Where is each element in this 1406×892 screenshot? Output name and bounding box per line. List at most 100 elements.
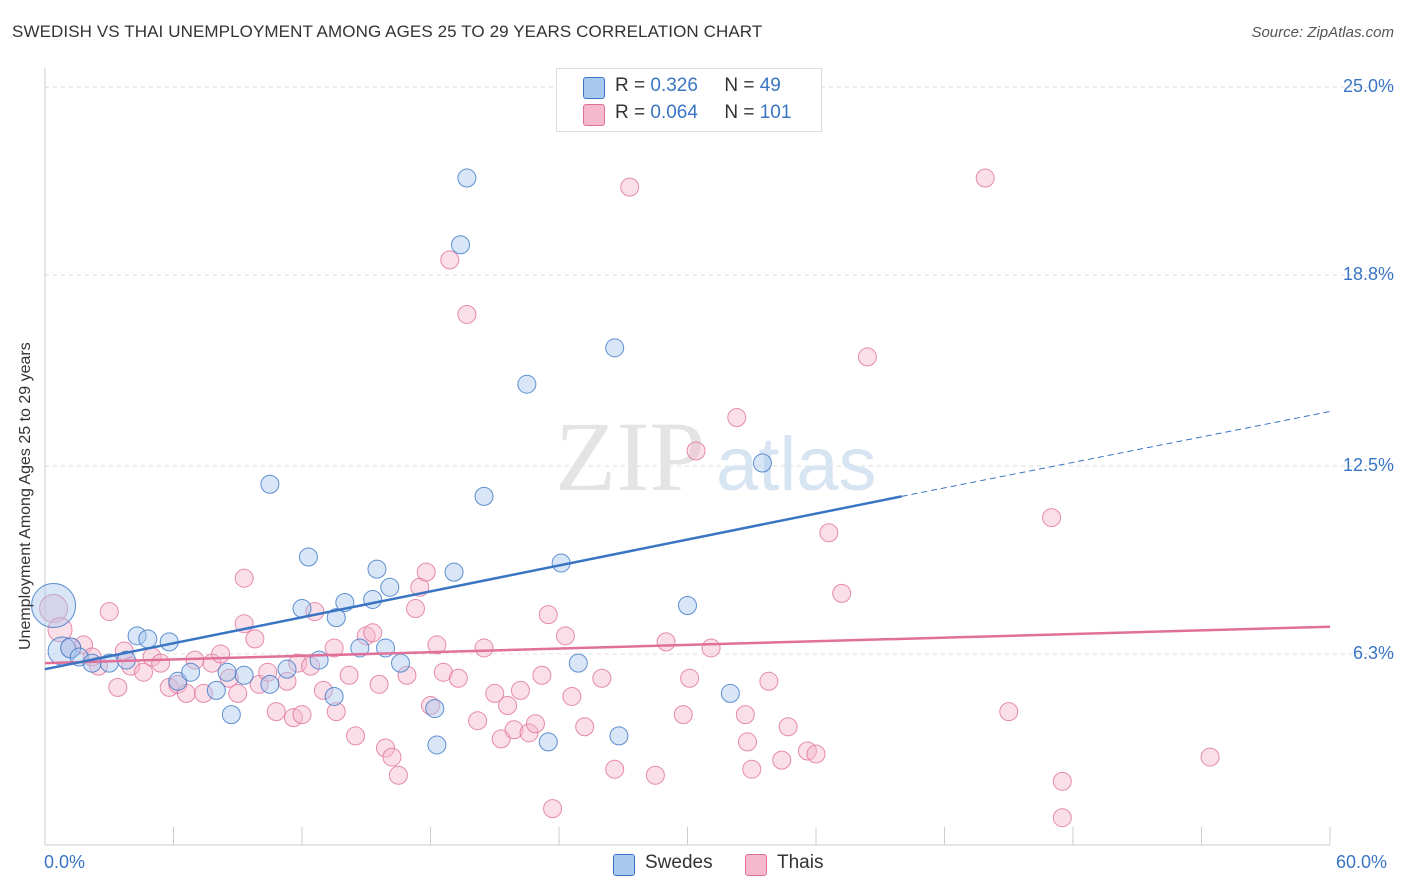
thais-point bbox=[134, 662, 154, 682]
thais-point bbox=[806, 744, 826, 764]
swedes-swatch bbox=[583, 77, 605, 99]
swedes-point bbox=[363, 589, 383, 609]
thais-point bbox=[680, 668, 700, 688]
thais-swatch bbox=[745, 854, 767, 876]
thais-point bbox=[382, 747, 402, 767]
thais-point bbox=[525, 714, 545, 734]
thais-point bbox=[778, 717, 798, 737]
thais-point bbox=[474, 638, 494, 658]
thais-point bbox=[346, 726, 366, 746]
thais-point bbox=[686, 441, 706, 461]
thais-point bbox=[313, 680, 333, 700]
y-tick-label: 12.5% bbox=[1342, 455, 1394, 476]
thais-point bbox=[562, 686, 582, 706]
thais-swatch bbox=[583, 104, 605, 126]
thais-point bbox=[288, 653, 308, 673]
thais-point bbox=[468, 711, 488, 731]
swedes-point bbox=[298, 547, 318, 567]
thais-point bbox=[448, 668, 468, 688]
series-legend: Swedes Thais bbox=[0, 852, 1406, 878]
thais-point bbox=[406, 599, 426, 619]
r-label: R = bbox=[615, 75, 646, 96]
thais-point bbox=[975, 168, 995, 188]
swedes-point bbox=[605, 338, 625, 358]
thais-point bbox=[701, 638, 721, 658]
axes bbox=[44, 68, 1331, 846]
swedes-point bbox=[234, 665, 254, 685]
thais-point bbox=[504, 720, 524, 740]
thais-point bbox=[339, 665, 359, 685]
thais-point bbox=[193, 683, 213, 703]
series-swedes-points bbox=[31, 168, 772, 755]
x-tick-label-min: 0.0% bbox=[44, 852, 86, 872]
swedes-point bbox=[474, 486, 494, 506]
thais-point bbox=[999, 702, 1019, 722]
swedes-point bbox=[324, 686, 344, 706]
swedes-point bbox=[217, 662, 237, 682]
thais-point bbox=[211, 644, 231, 664]
source-label: Source: ZipAtlas.com bbox=[1251, 24, 1394, 41]
thais-point bbox=[737, 732, 757, 752]
swedes-point bbox=[260, 674, 280, 694]
thais-point bbox=[772, 750, 792, 770]
swedes-point bbox=[221, 705, 241, 725]
legend-label-swedes: Swedes bbox=[645, 852, 713, 873]
thais-point bbox=[397, 665, 417, 685]
chart-title: SWEDISH VS THAI UNEMPLOYMENT AMONG AGES … bbox=[12, 22, 763, 41]
thais-point bbox=[234, 568, 254, 588]
swedes-point bbox=[260, 474, 280, 494]
n-value: 101 bbox=[759, 102, 792, 123]
trend-lines bbox=[44, 410, 1331, 671]
thais-point bbox=[819, 523, 839, 543]
thais-point bbox=[673, 705, 693, 725]
y-tick-label: 25.0% bbox=[1342, 76, 1394, 97]
watermark-zip: ZIP bbox=[555, 401, 705, 512]
thais-point bbox=[555, 626, 575, 646]
y-axis-label: Unemployment Among Ages 25 to 29 years bbox=[17, 342, 34, 650]
y-tick-label: 6.3% bbox=[1352, 643, 1394, 663]
swedes-point bbox=[277, 659, 297, 679]
thais-point bbox=[39, 594, 69, 624]
swedes-point bbox=[538, 732, 558, 752]
swedes-point bbox=[450, 235, 470, 255]
thais-trend-line bbox=[44, 625, 1331, 665]
swedes-point bbox=[568, 653, 588, 673]
legend-label-thais: Thais bbox=[777, 852, 824, 873]
swedes-point bbox=[457, 168, 477, 188]
thais-point bbox=[440, 250, 460, 270]
gridlines bbox=[45, 86, 1395, 655]
thais-point bbox=[369, 674, 389, 694]
swedes-point bbox=[678, 596, 697, 616]
swedes-point bbox=[425, 699, 445, 719]
thais-point bbox=[857, 347, 877, 367]
thais-point bbox=[1200, 747, 1220, 767]
swedes-point bbox=[517, 374, 537, 394]
swedes-point bbox=[391, 653, 411, 673]
thais-point bbox=[656, 632, 676, 652]
thais-point bbox=[538, 605, 558, 625]
stats-legend: R = 0.326 N = 49 R = 0.064 N = 101 bbox=[556, 68, 822, 132]
swedes-point bbox=[427, 735, 447, 755]
thais-point bbox=[832, 583, 852, 603]
n-value: 49 bbox=[759, 75, 781, 96]
swedes-point bbox=[309, 650, 329, 670]
swedes-point bbox=[350, 638, 370, 658]
swedes-point bbox=[720, 683, 740, 703]
thais-point bbox=[605, 759, 625, 779]
swedes-point bbox=[138, 629, 158, 649]
thais-point bbox=[228, 683, 248, 703]
y-tick-label: 18.8% bbox=[1342, 264, 1394, 285]
swedes-point bbox=[326, 608, 346, 628]
n-label: N = bbox=[724, 102, 755, 123]
thais-point bbox=[759, 671, 779, 691]
thais-point bbox=[245, 629, 265, 649]
thais-point bbox=[491, 729, 511, 749]
r-value: 0.064 bbox=[650, 102, 698, 123]
swedes-point bbox=[31, 583, 77, 629]
swedes-point bbox=[168, 671, 188, 691]
swedes-point bbox=[367, 559, 387, 579]
thais-point bbox=[620, 177, 640, 197]
thais-point bbox=[485, 683, 505, 703]
thais-point bbox=[1052, 808, 1072, 828]
